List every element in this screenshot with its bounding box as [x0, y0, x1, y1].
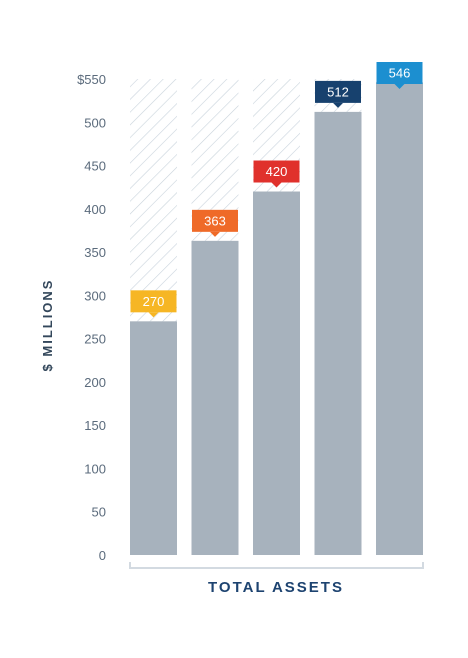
data-label: 270 — [143, 294, 165, 309]
value-badge: 270 — [130, 290, 177, 318]
bar-hatch-bg — [130, 79, 177, 322]
data-label: 512 — [327, 84, 349, 99]
value-badge-box — [315, 80, 361, 103]
y-tick-label: 250 — [84, 332, 106, 347]
value-badge-pointer — [210, 231, 220, 237]
value-badge: 420 — [253, 160, 300, 188]
y-tick-label: 300 — [84, 288, 106, 303]
y-tick-label: 500 — [84, 115, 106, 130]
value-badge-pointer — [148, 312, 159, 318]
y-tick-label: 100 — [84, 461, 106, 476]
x-axis-label: TOTAL ASSETS — [208, 579, 344, 596]
y-tick-label: 400 — [84, 202, 106, 217]
data-label: 363 — [204, 213, 226, 228]
data-label: 546 — [389, 66, 411, 81]
bar — [376, 82, 423, 555]
y-axis-ticks: 0 50 100 150 200 250 300 350 400 450 500 $550 — [77, 72, 106, 563]
bars — [130, 82, 423, 556]
bar — [253, 191, 300, 555]
bar — [130, 321, 177, 555]
y-tick-label: 0 — [99, 548, 106, 563]
value-badge-box — [253, 160, 300, 183]
y-axis-label: $ MILLIONS — [40, 279, 55, 372]
y-tick-label: 450 — [84, 159, 106, 174]
data-label: 420 — [266, 164, 288, 179]
value-badge-pointer — [394, 84, 405, 89]
value-badge-pointer — [333, 102, 343, 108]
value-badge-pointer — [271, 182, 282, 188]
value-badge: 546 — [376, 62, 423, 89]
y-tick-label: 350 — [84, 245, 106, 260]
y-tick-label: $550 — [77, 72, 106, 87]
bar — [314, 111, 362, 556]
value-badge: 363 — [192, 209, 238, 237]
value-badge: 512 — [315, 80, 361, 108]
x-axis — [129, 562, 424, 569]
bar — [191, 240, 239, 555]
y-tick-label: 50 — [92, 505, 106, 520]
value-badge-box — [192, 209, 238, 232]
y-tick-label: 200 — [84, 375, 106, 390]
y-tick-label: 150 — [84, 418, 106, 433]
value-badge-box — [130, 290, 177, 313]
value-badge-box — [376, 62, 423, 84]
value-badges: 270 363 420 512 546 — [130, 62, 423, 318]
